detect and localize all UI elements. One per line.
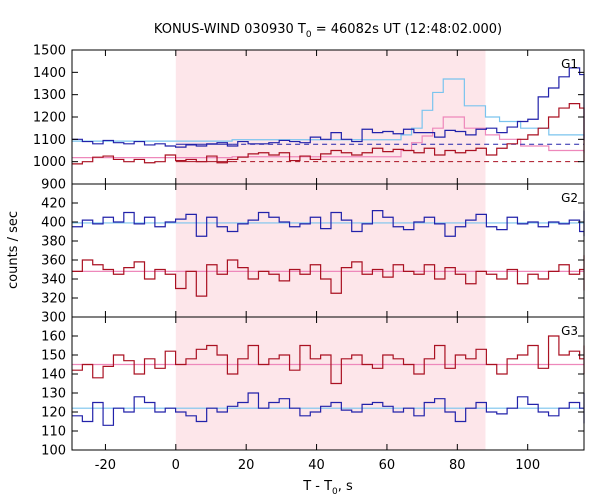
y-tick-label-g3: 140 bbox=[41, 368, 66, 383]
y-tick-label-g3: 110 bbox=[41, 425, 66, 440]
x-tick-label: 60 bbox=[379, 458, 396, 473]
y-tick-label-g1: 1300 bbox=[33, 88, 66, 103]
y-axis-title: counts / sec bbox=[6, 211, 21, 289]
x-tick-label: -20 bbox=[95, 458, 116, 473]
y-tick-label-g1: 900 bbox=[41, 178, 66, 193]
y-tick-label-g2: 400 bbox=[41, 216, 66, 231]
x-axis-title-rest: , s bbox=[338, 479, 353, 494]
x-tick-label: 80 bbox=[449, 458, 466, 473]
y-tick-label-g3: 160 bbox=[41, 330, 66, 345]
panel-label-g3: G3 bbox=[561, 324, 578, 338]
title-rest: = 46082s UT (12:48:02.000) bbox=[312, 22, 502, 37]
x-axis-title: T - T0, s bbox=[302, 479, 353, 497]
y-tick-label-g2: 320 bbox=[41, 292, 66, 307]
y-tick-label-g2: 420 bbox=[41, 197, 66, 212]
y-tick-label-g1: 1500 bbox=[33, 44, 66, 59]
x-axis-title-main: T - T bbox=[302, 479, 332, 494]
y-tick-label-g3: 120 bbox=[41, 406, 66, 421]
y-tick-label-g2: 300 bbox=[41, 311, 66, 326]
x-tick-label: 100 bbox=[515, 458, 540, 473]
title-subscript: 0 bbox=[306, 30, 312, 40]
panel-g1: 900 1000 1100 1200 1300 1400 1500 G1 bbox=[33, 44, 585, 193]
y-tick-label-g3: 100 bbox=[41, 444, 66, 459]
y-tick-label-g1: 1100 bbox=[33, 133, 66, 148]
y-tick-label-g1: 1400 bbox=[33, 66, 66, 81]
chart-title: KONUS-WIND 030930 T0 = 46082s UT (12:48:… bbox=[154, 22, 502, 40]
x-axis-title-subscript: 0 bbox=[332, 487, 338, 497]
panel-frame-g3 bbox=[71, 316, 585, 451]
panel-label-g2: G2 bbox=[561, 191, 578, 205]
plot-layer: 900100011001200130014001500G130032034036… bbox=[33, 44, 585, 473]
panel-g2: 300 320 340 360 380 400 420 G2 bbox=[41, 183, 585, 326]
x-tick-label: 40 bbox=[308, 458, 325, 473]
x-tick-label: 20 bbox=[238, 458, 255, 473]
fit-line-g1-0 bbox=[72, 78, 585, 142]
y-tick-label-g2: 360 bbox=[41, 254, 66, 269]
y-tick-label-g3: 130 bbox=[41, 387, 66, 402]
panel-g3: 100 110 120 130 140 150 160 G3 bbox=[41, 316, 585, 459]
shaded-interval bbox=[175, 50, 486, 450]
y-tick-label-g2: 380 bbox=[41, 235, 66, 250]
panel-label-g1: G1 bbox=[561, 57, 578, 71]
y-tick-label-g3: 150 bbox=[41, 349, 66, 364]
y-tick-label-g1: 1000 bbox=[33, 155, 66, 170]
fit-line-g1-1 bbox=[72, 116, 585, 159]
y-tick-label-g1: 1200 bbox=[33, 111, 66, 126]
y-tick-label-g2: 340 bbox=[41, 273, 66, 288]
title-main: KONUS-WIND 030930 T bbox=[154, 22, 306, 37]
x-tick-label: 0 bbox=[172, 458, 180, 473]
